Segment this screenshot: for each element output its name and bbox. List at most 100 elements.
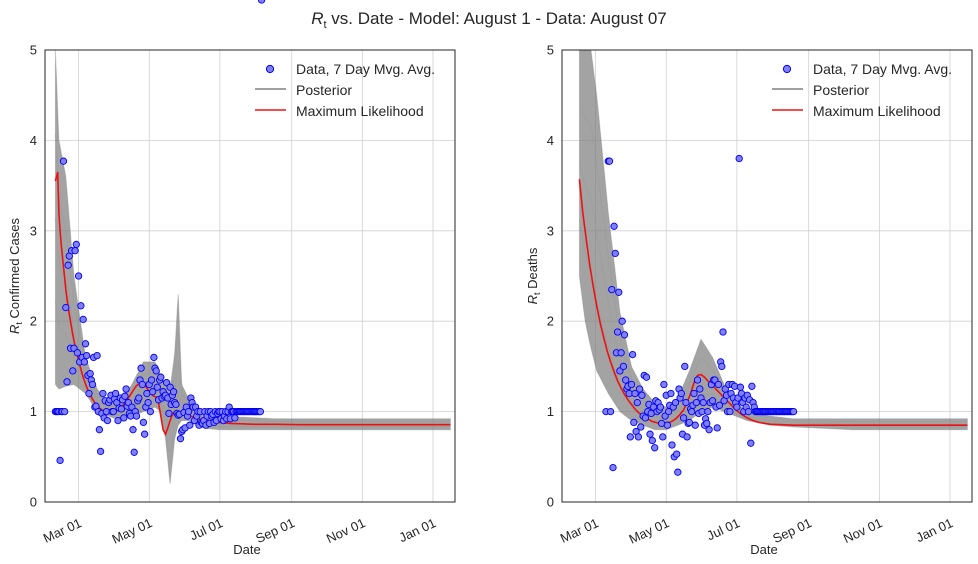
left-posterior-trace xyxy=(55,134,449,422)
right-data-point xyxy=(694,377,700,383)
right-data-point xyxy=(612,250,618,256)
right-data-point xyxy=(657,404,663,410)
left-data-point xyxy=(84,352,90,358)
right-data-point xyxy=(734,404,740,410)
right-xtick-label: May 01 xyxy=(627,515,672,547)
right-data-point xyxy=(619,318,625,324)
right-data-point xyxy=(689,408,695,414)
left-x-label: Date xyxy=(233,542,260,557)
left-data-point xyxy=(80,316,86,322)
left-data-point xyxy=(70,368,76,374)
right-data-point xyxy=(606,158,612,164)
left-data-point xyxy=(60,158,66,164)
right-data-point xyxy=(642,415,648,421)
right-data-point xyxy=(684,434,690,440)
left-data-point xyxy=(147,408,153,414)
right-data-point xyxy=(629,351,635,357)
left-ytick-label: 4 xyxy=(30,133,37,148)
left-data-point xyxy=(151,354,157,360)
left-data-point xyxy=(78,303,84,309)
right-data-point xyxy=(623,377,629,383)
right-data-point xyxy=(609,286,615,292)
right-y-ticks: 0 1 2 3 4 5 xyxy=(547,43,554,510)
right-data-point xyxy=(680,415,686,421)
right-data-point xyxy=(675,469,681,475)
right-data-points xyxy=(603,155,797,475)
left-legend-label-posterior: Posterior xyxy=(296,82,352,98)
left-legend-label-ml: Maximum Likelihood xyxy=(296,103,424,119)
right-xtick-label: Nov 01 xyxy=(841,515,885,546)
left-xtick-label: Jan 01 xyxy=(397,515,439,545)
left-data-point xyxy=(177,436,183,442)
right-data-point xyxy=(706,427,712,433)
left-xtick-label: Nov 01 xyxy=(324,515,368,546)
left-xtick-label: Jul 01 xyxy=(187,515,225,543)
left-ytick-label: 1 xyxy=(30,404,37,419)
right-data-point xyxy=(631,419,637,425)
left-data-point xyxy=(148,377,154,383)
left-data-point xyxy=(133,413,139,419)
right-data-point xyxy=(715,381,721,387)
left-data-point xyxy=(73,241,79,247)
left-data-point xyxy=(64,379,70,385)
right-data-point xyxy=(627,434,633,440)
left-ytick-label: 2 xyxy=(30,314,37,329)
right-data-point xyxy=(628,381,634,387)
right-data-point xyxy=(727,408,733,414)
right-data-point xyxy=(607,408,613,414)
right-data-point xyxy=(719,363,725,369)
right-data-point xyxy=(697,386,703,392)
right-ytick-label: 3 xyxy=(547,223,554,238)
right-posterior-trace xyxy=(579,107,966,422)
left-xtick-label: Mar 01 xyxy=(41,515,84,546)
right-data-point xyxy=(638,424,644,430)
left-legend: Data, 7 Day Mvg. Avg. Posterior Maximum … xyxy=(255,61,435,119)
right-data-point xyxy=(611,223,617,229)
left-data-point xyxy=(110,408,116,414)
right-data-point xyxy=(692,422,698,428)
right-data-point xyxy=(790,408,796,414)
right-data-point xyxy=(749,383,755,389)
left-data-point xyxy=(257,408,263,414)
left-data-point xyxy=(97,448,103,454)
left-data-point xyxy=(131,449,137,455)
left-data-point xyxy=(232,415,238,421)
right-data-point xyxy=(704,420,710,426)
left-data-point xyxy=(258,0,264,3)
left-data-point xyxy=(72,248,78,254)
right-data-point xyxy=(668,390,674,396)
left-data-point xyxy=(140,419,146,425)
left-data-point xyxy=(82,341,88,347)
left-data-point xyxy=(87,370,93,376)
right-data-point xyxy=(736,155,742,161)
left-ytick-label: 3 xyxy=(30,223,37,238)
right-data-point xyxy=(634,399,640,405)
right-data-point xyxy=(682,363,688,369)
left-data-point xyxy=(63,304,69,310)
right-data-point xyxy=(674,451,680,457)
right-legend-label-data: Data, 7 Day Mvg. Avg. xyxy=(813,61,952,77)
left-legend-marker-data xyxy=(266,65,273,72)
figure-title: Rt vs. Date - Model: August 1 - Data: Au… xyxy=(311,9,667,31)
left-data-point xyxy=(94,352,100,358)
right-data-point xyxy=(636,386,642,392)
right-legend-marker-data xyxy=(783,65,790,72)
right-legend: Data, 7 Day Mvg. Avg. Posterior Maximum … xyxy=(772,61,952,119)
left-data-point xyxy=(158,374,164,380)
left-data-point xyxy=(57,457,63,463)
right-data-point xyxy=(616,289,622,295)
right-data-point xyxy=(737,384,743,390)
right-data-point xyxy=(669,442,675,448)
left-data-point xyxy=(145,399,151,405)
right-data-point xyxy=(714,425,720,431)
right-data-point xyxy=(610,464,616,470)
right-data-point xyxy=(660,434,666,440)
right-legend-label-posterior: Posterior xyxy=(813,82,869,98)
right-data-point xyxy=(649,437,655,443)
right-data-point xyxy=(664,422,670,428)
right-data-point xyxy=(618,350,624,356)
right-data-point xyxy=(652,445,658,451)
right-data-point xyxy=(720,329,726,335)
